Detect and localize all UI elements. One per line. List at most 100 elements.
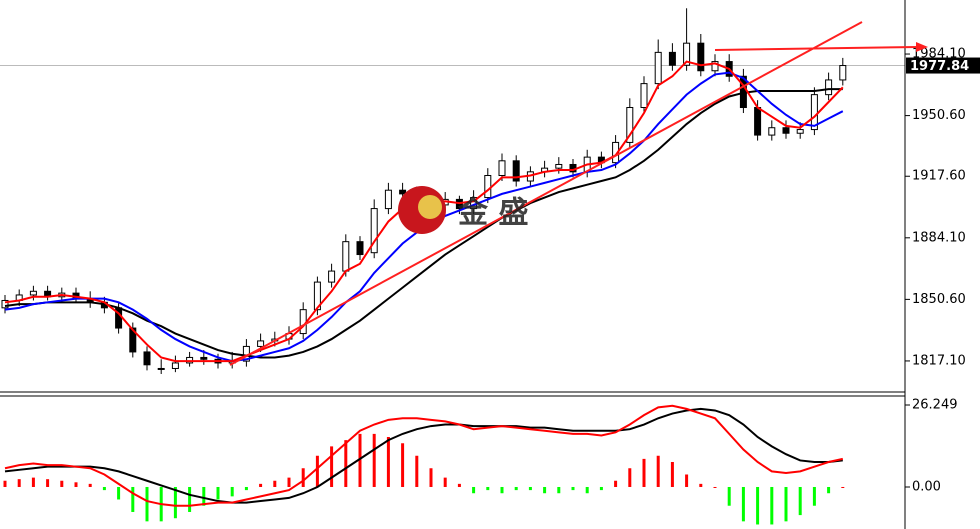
histogram-bar — [812, 486, 816, 506]
candle-body — [129, 327, 137, 353]
histogram-bar — [301, 468, 305, 487]
candle-body — [640, 83, 648, 109]
trend-line — [229, 21, 863, 366]
candle-body — [157, 367, 165, 370]
histogram-bar — [713, 486, 717, 488]
histogram-bar — [330, 446, 334, 487]
histogram-bar — [486, 486, 490, 491]
candle-body — [839, 65, 847, 81]
histogram-bar — [656, 455, 660, 487]
histogram-bar — [571, 486, 575, 491]
current-price-label: 1977.84 — [910, 59, 969, 74]
histogram-bar — [216, 486, 220, 500]
candle-body — [370, 208, 378, 254]
histogram-bar — [457, 483, 461, 487]
candle-body — [328, 270, 336, 283]
y-tick-label: 1850.60 — [912, 292, 966, 307]
histogram-bar — [401, 443, 405, 487]
histogram-bar — [614, 480, 618, 487]
candle-body — [555, 163, 563, 169]
histogram-bar — [102, 486, 106, 491]
candle-body — [810, 94, 818, 131]
y-tick-label: 1884.10 — [912, 230, 966, 245]
histogram-bar — [145, 486, 149, 522]
y-tick-label: 0.00 — [912, 479, 941, 494]
candle-body — [626, 107, 634, 143]
candle-body — [342, 241, 350, 272]
candle-body — [29, 290, 37, 296]
indicator-line — [4, 88, 843, 359]
histogram-bar — [88, 483, 92, 487]
histogram-bar — [117, 486, 121, 500]
histogram-bar — [599, 486, 603, 491]
indicator-line — [4, 407, 843, 504]
watermark: 金 盛 — [457, 196, 528, 231]
histogram-bar — [585, 486, 589, 494]
histogram-bar — [756, 486, 760, 525]
histogram-bar — [770, 486, 774, 525]
histogram-bar — [273, 480, 277, 487]
histogram-bar — [827, 486, 831, 494]
candle-body — [782, 127, 790, 134]
histogram-bar — [784, 486, 788, 522]
histogram-bar — [46, 479, 50, 487]
histogram-bar — [472, 486, 476, 494]
histogram-bar — [642, 458, 646, 487]
histogram-bar — [443, 477, 447, 487]
candle-body — [171, 362, 179, 369]
histogram-bar — [670, 462, 674, 487]
candle-body — [299, 309, 307, 335]
y-tick-label: 1817.10 — [912, 353, 966, 368]
histogram-bar — [429, 468, 433, 487]
histogram-bar — [74, 482, 78, 487]
histogram-bar — [841, 486, 845, 488]
histogram-bar — [60, 480, 64, 487]
histogram-bar — [500, 486, 504, 494]
histogram-bar — [230, 486, 234, 497]
candle-body — [654, 51, 662, 85]
arrow-head — [916, 42, 928, 52]
candle-body — [697, 42, 705, 72]
candle-body — [796, 129, 804, 134]
candle-body — [768, 127, 776, 136]
histogram-bar — [727, 486, 731, 506]
candle-body — [498, 160, 506, 177]
candle-body — [257, 340, 265, 347]
histogram-bar — [259, 483, 263, 487]
candle-body — [356, 241, 364, 256]
histogram-bar — [514, 486, 518, 491]
macd-panel: 26.249 0.00 — [3, 397, 958, 525]
current-price-box — [906, 57, 980, 74]
logo — [418, 195, 442, 219]
histogram-bar — [699, 483, 703, 487]
histogram-bar — [131, 486, 135, 512]
candle-body — [825, 79, 833, 96]
histogram-bar — [31, 477, 35, 487]
histogram-bar — [528, 486, 532, 491]
histogram-bar — [358, 433, 362, 487]
arrow-line — [714, 46, 919, 51]
price-panel: 1817.101850.601884.101917.601950.601984.… — [0, 8, 980, 374]
candle-body — [143, 351, 151, 366]
histogram-bar — [244, 486, 248, 491]
histogram-bar — [3, 480, 7, 487]
histogram-bar — [17, 479, 21, 487]
candle-body — [683, 42, 691, 66]
histogram-bar — [386, 437, 390, 487]
candle-body — [711, 61, 719, 72]
candle-body — [1, 299, 9, 309]
histogram-bar — [202, 486, 206, 506]
histogram-bar — [628, 468, 632, 487]
y-tick-label: 1950.60 — [912, 108, 966, 123]
candle-body — [484, 175, 492, 199]
histogram-bar — [315, 455, 319, 487]
histogram-bar — [173, 486, 177, 519]
histogram-bar — [557, 486, 561, 494]
candle-body — [754, 107, 762, 136]
histogram-bar — [741, 486, 745, 522]
candle-body — [668, 51, 676, 66]
histogram-bar — [344, 440, 348, 487]
histogram-bar — [415, 455, 419, 487]
